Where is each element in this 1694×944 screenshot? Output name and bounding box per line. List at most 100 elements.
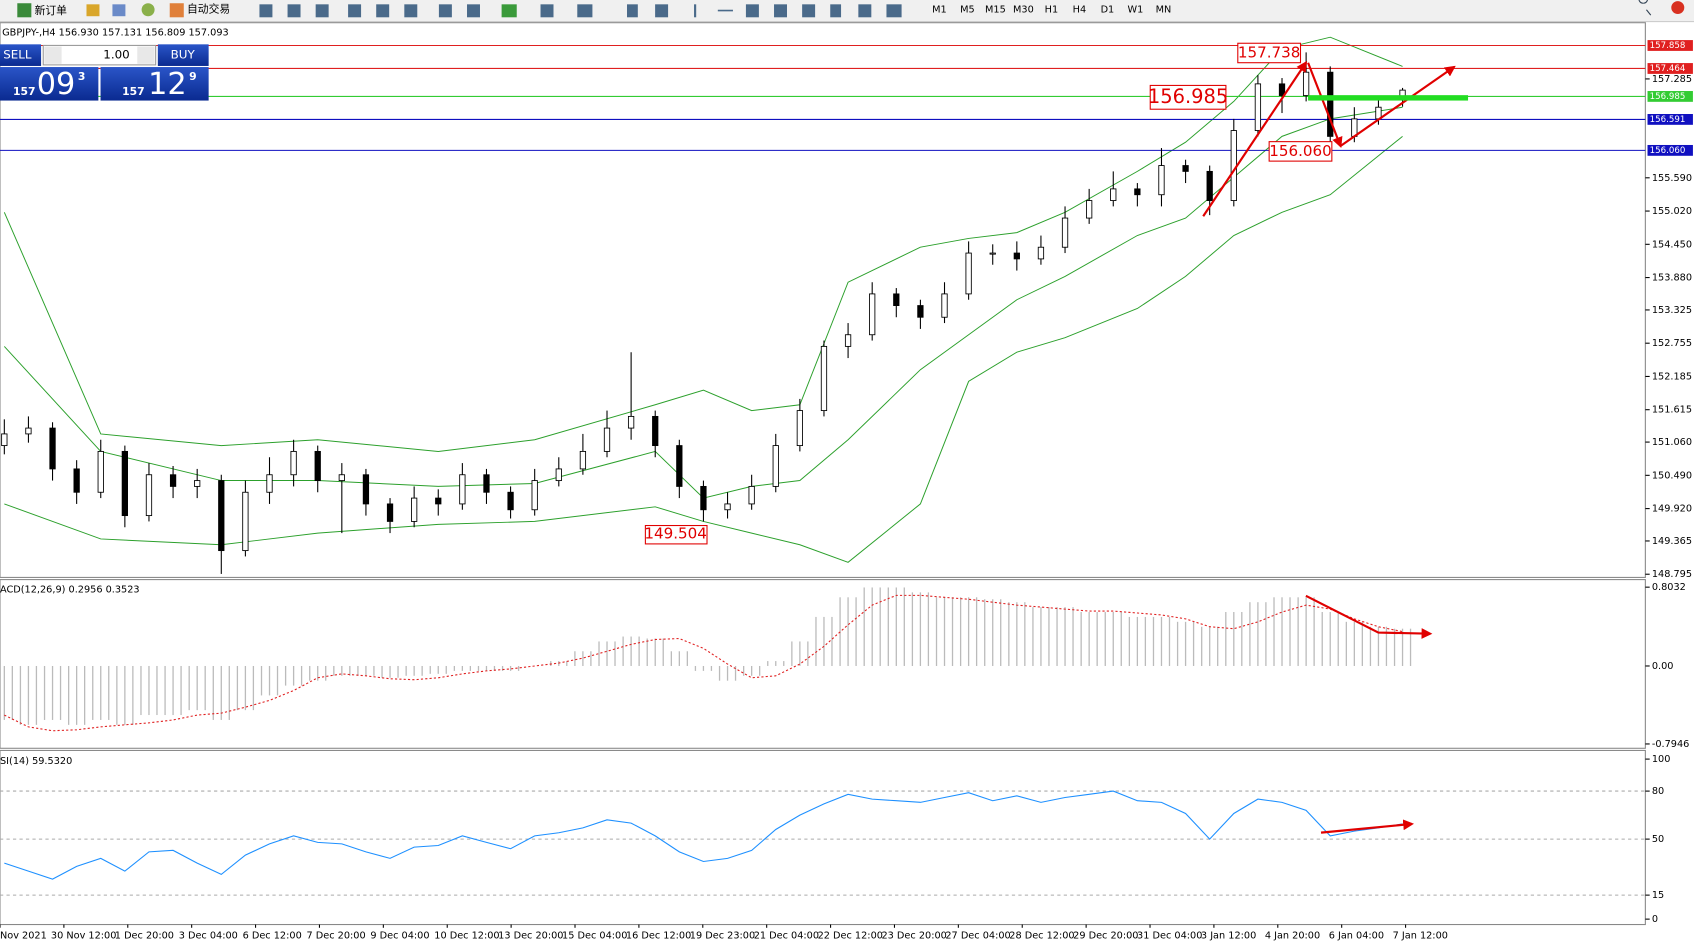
new-order-icon[interactable] [17, 3, 32, 18]
icon[interactable] [259, 4, 273, 18]
candle-body [483, 474, 490, 493]
candle-body [242, 491, 249, 552]
buy-label[interactable]: BUY [171, 48, 196, 62]
icon[interactable] [112, 4, 126, 17]
x-tick-label: 3 Dec 04:00 [179, 930, 238, 941]
y-tick-label: 15 [1652, 890, 1664, 901]
x-tick-label: 28 Dec 12:00 [1009, 930, 1074, 941]
x-tick-label: 3 Jan 12:00 [1201, 930, 1256, 941]
icon[interactable] [315, 4, 329, 18]
annotation-arrows [1202, 60, 1456, 834]
icon[interactable] [348, 4, 362, 18]
y-tick-label: 0 [1652, 914, 1658, 925]
candle-body [603, 427, 611, 452]
sell-price[interactable] [0, 67, 99, 101]
chart-header: GBPJPY-,H4 156.930 157.131 156.809 157.0… [2, 27, 229, 38]
candle-body [1, 433, 8, 447]
candle-body [1302, 71, 1310, 96]
y-tick-label: 149.920 [1652, 504, 1692, 515]
icon[interactable] [694, 4, 697, 18]
candle-body [893, 293, 900, 307]
candle-body [290, 450, 297, 476]
icon[interactable] [376, 4, 390, 18]
candle-body [579, 450, 587, 470]
x-tick-label: Nov 2021 [0, 930, 47, 941]
icon[interactable] [774, 4, 788, 18]
toolbar-icons [259, 4, 902, 18]
candle-body [1182, 165, 1189, 172]
candle-body [1254, 83, 1262, 131]
macd-panel [0, 579, 1646, 749]
notification-badge[interactable] [1671, 1, 1685, 15]
candle-body [25, 427, 32, 435]
timeframe-button[interactable]: M15 [985, 5, 1006, 16]
candle-body [121, 450, 128, 517]
icon[interactable] [717, 9, 733, 12]
icon[interactable] [438, 4, 452, 18]
candle-body [627, 415, 635, 429]
candle-body [1327, 71, 1334, 137]
y-tick-label: -0.7946 [1652, 739, 1690, 750]
lot-down[interactable] [44, 46, 62, 64]
timeframe-button[interactable]: W1 [1128, 5, 1144, 16]
sell-label[interactable]: SELL [3, 48, 32, 62]
annotation-box [644, 524, 708, 545]
icon[interactable] [467, 4, 480, 18]
auto-trading-button[interactable]: 自动交易 [187, 2, 230, 16]
icon[interactable] [655, 4, 669, 18]
candle-body [941, 293, 948, 318]
icon[interactable] [287, 4, 301, 18]
annotation-label: 156.985 [1148, 85, 1228, 108]
candle-body [1134, 188, 1141, 196]
icon[interactable] [830, 4, 842, 18]
y-tick-label: 50 [1652, 834, 1664, 845]
icon[interactable] [404, 4, 418, 18]
icon[interactable] [745, 4, 759, 18]
x-tick-label: 7 Jan 12:00 [1393, 930, 1448, 941]
candle-body [965, 252, 972, 295]
icon[interactable] [577, 4, 593, 18]
buy-price[interactable] [100, 67, 209, 101]
auto-trading-icon[interactable] [169, 3, 184, 18]
buy-button[interactable] [157, 44, 209, 66]
icon[interactable] [86, 4, 100, 17]
x-tick-label: 16 Dec 12:00 [626, 930, 691, 941]
icon[interactable] [802, 4, 816, 18]
icon[interactable] [627, 4, 638, 18]
sell-button[interactable] [0, 44, 42, 66]
timeframe-button[interactable]: M5 [960, 5, 975, 16]
price-level-label: 157.464 [1650, 64, 1686, 74]
annotation-box [1237, 42, 1302, 64]
rsi-panel [0, 749, 1646, 926]
icon[interactable] [886, 4, 902, 18]
x-tick-label: 29 Dec 20:00 [1073, 930, 1138, 941]
candle-body [652, 415, 659, 447]
timeframe-button[interactable]: M30 [1013, 5, 1034, 16]
icon[interactable] [501, 4, 517, 18]
icon[interactable] [540, 4, 554, 18]
new-order-button[interactable]: 新订单 [35, 3, 68, 17]
timeframe-button[interactable]: H4 [1073, 5, 1086, 16]
y-tick-label: 150.490 [1652, 470, 1692, 481]
timeframe-button[interactable]: MN [1156, 5, 1172, 16]
price-level-tag [1647, 144, 1693, 156]
icon[interactable] [141, 3, 155, 17]
lot-up[interactable] [137, 46, 155, 64]
y-tick-label: 0.00 [1652, 661, 1674, 672]
bollinger-upper [3, 36, 1403, 452]
lot-input[interactable] [42, 44, 157, 66]
timeframe-button[interactable]: M1 [932, 5, 947, 16]
timeframe-button[interactable]: H1 [1045, 5, 1058, 16]
timeframe-button[interactable]: D1 [1101, 5, 1115, 16]
candle-body [169, 474, 177, 487]
y-tick-label: 157.285 [1652, 74, 1692, 85]
sell-price-fraction: 3 [78, 70, 86, 83]
search-icon[interactable] [1638, 0, 1652, 16]
price-level-label: 156.591 [1650, 115, 1686, 125]
price-level-label: 156.060 [1650, 146, 1686, 156]
y-tick-label: 151.615 [1652, 405, 1692, 416]
candle-body [531, 480, 538, 511]
icon[interactable] [858, 4, 872, 18]
lot-value[interactable]: 1.00 [103, 48, 129, 62]
